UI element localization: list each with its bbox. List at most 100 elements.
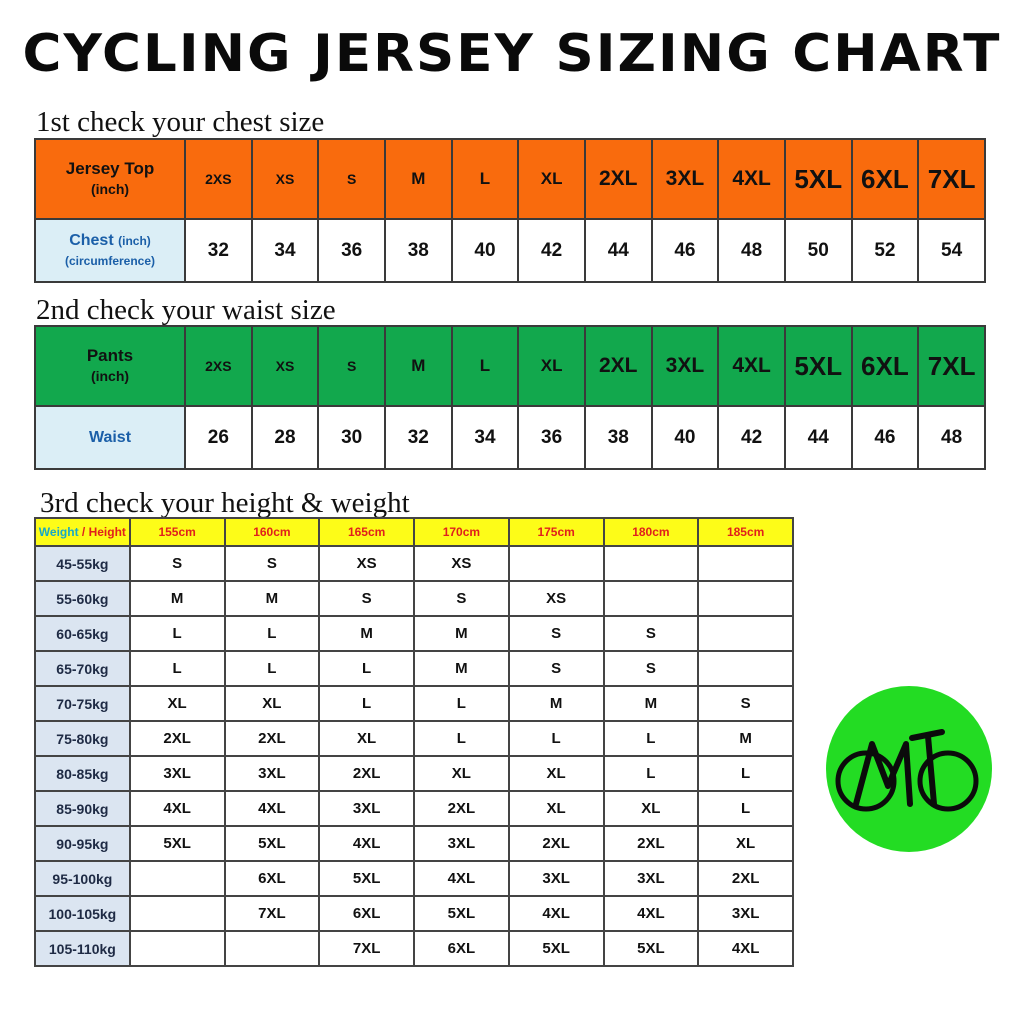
weight-range-label: 80-85kg — [34, 755, 131, 792]
size-cell: S — [602, 650, 700, 687]
waist-value: 44 — [783, 405, 853, 470]
waist-size-header: 2XS — [184, 325, 253, 407]
height-header-row: Weight / Height 155cm 160cm 165cm 170cm … — [34, 517, 794, 547]
waist-value: 38 — [583, 405, 653, 470]
size-cell: L — [413, 685, 510, 722]
weight-range-label: 90-95kg — [34, 825, 131, 862]
size-cell: 6XL — [223, 860, 321, 897]
size-cell: 4XL — [413, 860, 510, 897]
waist-value: 42 — [717, 405, 786, 470]
size-cell — [697, 580, 794, 617]
chest-value-row: Chest (inch) (circumference) 32 34 36 38… — [34, 218, 986, 283]
size-cell: M — [318, 615, 415, 652]
waist-size-header: XS — [250, 325, 320, 407]
size-cell: 5XL — [223, 825, 321, 862]
weight-range-label: 75-80kg — [34, 720, 131, 757]
size-cell: L — [128, 615, 226, 652]
section-heading-waist: 2nd check your waist size — [36, 294, 336, 326]
chest-size-header: XS — [250, 138, 320, 220]
chest-size-header: M — [383, 138, 453, 220]
height-header: 160cm — [223, 517, 321, 547]
size-cell: 7XL — [223, 895, 321, 932]
chest-value: 44 — [583, 218, 653, 283]
size-cell: XL — [413, 755, 510, 792]
weight-row: 100-105kg 7XL 6XL 5XL 4XL 4XL 3XL — [34, 895, 794, 932]
chest-value: 54 — [917, 218, 986, 283]
chest-value: 40 — [450, 218, 520, 283]
size-cell: L — [318, 685, 415, 722]
weight-range-label: 95-100kg — [34, 860, 131, 897]
waist-size-header: 2XL — [583, 325, 653, 407]
size-cell: 5XL — [318, 860, 415, 897]
size-cell: 3XL — [128, 755, 226, 792]
size-cell: XL — [318, 720, 415, 757]
weight-range-label: 55-60kg — [34, 580, 131, 617]
size-cell: 5XL — [413, 895, 510, 932]
size-cell — [128, 860, 226, 897]
chest-size-header: 3XL — [650, 138, 720, 220]
waist-size-header: 7XL — [917, 325, 986, 407]
waist-value: 48 — [917, 405, 986, 470]
size-cell: L — [223, 650, 321, 687]
size-cell: 2XL — [697, 860, 794, 897]
waist-value: 40 — [650, 405, 720, 470]
waist-size-header: 5XL — [783, 325, 853, 407]
height-header: 180cm — [602, 517, 700, 547]
size-cell: XL — [223, 685, 321, 722]
waist-size-header: L — [450, 325, 520, 407]
corner-height-label: Height — [88, 525, 126, 539]
height-header: 165cm — [318, 517, 415, 547]
chest-label-unit: (inch) — [118, 233, 151, 248]
weight-row: 75-80kg 2XL 2XL XL L L L M — [34, 720, 794, 757]
corner-weight-label: Weight — [38, 525, 79, 539]
waist-size-table: Pants (inch) 2XS XS S M L XL 2XL 3XL 4XL… — [34, 325, 986, 470]
size-cell: 3XL — [223, 755, 321, 792]
jersey-top-label: Jersey Top (inch) — [34, 138, 186, 220]
chest-size-table: Jersey Top (inch) 2XS XS S M L XL 2XL 3X… — [34, 138, 986, 283]
chest-value: 36 — [317, 218, 386, 283]
size-cell: S — [128, 545, 226, 582]
size-cell: XL — [507, 790, 605, 827]
size-cell: M — [602, 685, 700, 722]
size-cell: L — [602, 720, 700, 757]
size-cell: XL — [507, 755, 605, 792]
waist-size-header: 3XL — [650, 325, 720, 407]
size-cell: S — [507, 615, 605, 652]
size-cell: 6XL — [413, 930, 510, 967]
waist-value: 30 — [317, 405, 386, 470]
size-cell: XS — [413, 545, 510, 582]
chest-value: 38 — [383, 218, 453, 283]
size-cell: L — [413, 720, 510, 757]
size-cell: 2XL — [223, 720, 321, 757]
size-cell: L — [507, 720, 605, 757]
size-cell — [128, 930, 226, 967]
weight-row: 95-100kg 6XL 5XL 4XL 3XL 3XL 2XL — [34, 860, 794, 897]
size-cell: L — [602, 755, 700, 792]
page-title: CYCLING JERSEY SIZING CHART — [22, 24, 1002, 84]
waist-header-row: Pants (inch) 2XS XS S M L XL 2XL 3XL 4XL… — [34, 325, 986, 407]
height-header: 155cm — [128, 517, 226, 547]
size-cell: 6XL — [318, 895, 415, 932]
chest-value: 48 — [717, 218, 786, 283]
waist-size-header: 4XL — [717, 325, 786, 407]
size-cell: 3XL — [602, 860, 700, 897]
size-cell: 3XL — [318, 790, 415, 827]
size-cell: 5XL — [507, 930, 605, 967]
height-header: 170cm — [413, 517, 510, 547]
size-cell: M — [697, 720, 794, 757]
pants-label-text: Pants — [86, 346, 134, 365]
size-cell: XL — [697, 825, 794, 862]
chest-value: 42 — [517, 218, 586, 283]
size-cell: 4XL — [128, 790, 226, 827]
size-cell: 3XL — [697, 895, 794, 932]
size-cell: M — [413, 615, 510, 652]
weight-row: 85-90kg 4XL 4XL 3XL 2XL XL XL L — [34, 790, 794, 827]
section-heading-height-weight: 3rd check your height & weight — [40, 487, 410, 519]
chest-size-header: 7XL — [917, 138, 986, 220]
size-cell — [507, 545, 605, 582]
jersey-top-unit: (inch) — [90, 181, 130, 197]
size-cell: M — [223, 580, 321, 617]
size-cell: S — [507, 650, 605, 687]
waist-size-header: M — [383, 325, 453, 407]
weight-height-corner: Weight / Height — [34, 517, 131, 547]
